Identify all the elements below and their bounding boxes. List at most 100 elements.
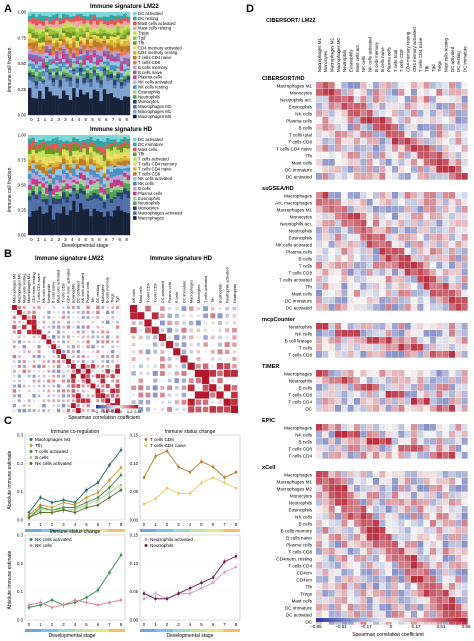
corr-cell [76, 330, 80, 334]
series-point [119, 466, 123, 469]
legend-label: Tfh [35, 443, 42, 448]
stack-segment [31, 162, 35, 170]
stack-segment [41, 201, 46, 215]
corr-cell [42, 360, 46, 363]
stack-segment [92, 189, 97, 193]
scale-step [423, 618, 427, 622]
stack-segment [31, 74, 35, 77]
stack-segment [28, 48, 32, 54]
corr-cell [116, 374, 119, 378]
heatmap-cell [347, 330, 354, 337]
heatmap-cell [442, 337, 449, 344]
corr-cell [38, 311, 40, 314]
heatmap-cell [373, 520, 380, 527]
corr-cell [13, 320, 16, 324]
heatmap-cell [430, 499, 437, 506]
stack-segment [55, 16, 59, 21]
stack-segment [119, 46, 124, 52]
heatmap-row-label: NK cells [295, 515, 313, 520]
heatmap-cell [455, 173, 462, 180]
heatmap-row-label: DC immature [285, 606, 313, 611]
corr-cell [42, 389, 46, 393]
corr-cell [77, 389, 80, 393]
stack-segment [82, 194, 86, 210]
heatmap-cell [341, 611, 348, 618]
heatmap-cell [335, 82, 342, 89]
heatmap-cell [341, 583, 348, 590]
stack-segment [96, 173, 100, 178]
corr-cell [71, 379, 76, 384]
stack-segment [62, 135, 66, 142]
corr-cell [27, 404, 31, 407]
heatmap-cell [423, 206, 430, 213]
corr-cell [116, 320, 119, 324]
legend-label: NK cells activated [138, 80, 173, 85]
corr-cell [138, 349, 143, 354]
heatmap-cell [392, 255, 399, 262]
stack-segment [113, 61, 117, 66]
heatmap-cell [328, 445, 335, 452]
corr-cell [52, 389, 55, 393]
heatmap-cell [316, 438, 323, 445]
stack-segment [58, 135, 63, 141]
corr-cell [75, 408, 81, 413]
stack-segment [62, 180, 66, 183]
heatmap-cell [455, 117, 462, 124]
heatmap-cell [341, 576, 348, 583]
stack-segment [62, 149, 66, 151]
corr-cell [67, 355, 70, 358]
stack-segment [99, 186, 103, 193]
x-tick-label: 6 [105, 117, 108, 122]
legend-label: T cells CD4 naive [138, 166, 172, 171]
heatmap-cell [379, 330, 386, 337]
heatmap-cell [423, 276, 430, 283]
heatmap-cell [430, 344, 437, 351]
corr-cell [37, 340, 41, 343]
heatmap-cell [379, 534, 386, 541]
corr-cell [182, 321, 186, 325]
heatmap-cell [398, 377, 405, 384]
heatmap-cell [341, 304, 348, 311]
stack-segment [119, 152, 124, 155]
stack-segment [113, 97, 117, 116]
heatmap-cell [461, 604, 468, 611]
corr-cell [211, 364, 215, 368]
stack-segment [79, 13, 83, 17]
stack-segment [102, 178, 107, 185]
stack-segment [72, 12, 76, 16]
heatmap-cell [328, 569, 335, 576]
corr-cell [209, 384, 217, 392]
heatmap-cell [423, 269, 430, 276]
stack-segment [55, 135, 59, 138]
heatmap-row-label: Plasma cells [286, 543, 312, 548]
corr-cell [47, 335, 51, 339]
heatmap-cell [449, 520, 456, 527]
stack-segment [34, 38, 39, 41]
corr-cell [76, 311, 80, 314]
stack-segment [65, 150, 69, 154]
corr-cell [77, 335, 80, 339]
stack-segment [116, 59, 120, 62]
heatmap-cell [430, 424, 437, 431]
corr-cell [174, 385, 179, 390]
heatmap-cell [392, 269, 399, 276]
corr-cell [153, 342, 158, 347]
stack-segment [99, 158, 103, 165]
stack-segment [31, 210, 35, 236]
corr-cell [31, 319, 37, 325]
corr-cell [91, 370, 95, 373]
heatmap-cell [436, 445, 443, 452]
heatmap-cell [411, 452, 418, 459]
heatmap-cell [404, 255, 411, 262]
legend-swatch [133, 211, 137, 215]
heatmap-cell [373, 124, 380, 131]
corr-cell [181, 370, 187, 376]
x-tick-label: 0 [28, 522, 31, 527]
heatmap-cell [411, 384, 418, 391]
corr-cell [111, 370, 114, 373]
heatmap-cell [398, 506, 405, 513]
heatmap-cell [392, 220, 399, 227]
corr-cell [115, 394, 120, 398]
heatmap-cell [392, 520, 399, 527]
stack-segment [38, 28, 42, 34]
